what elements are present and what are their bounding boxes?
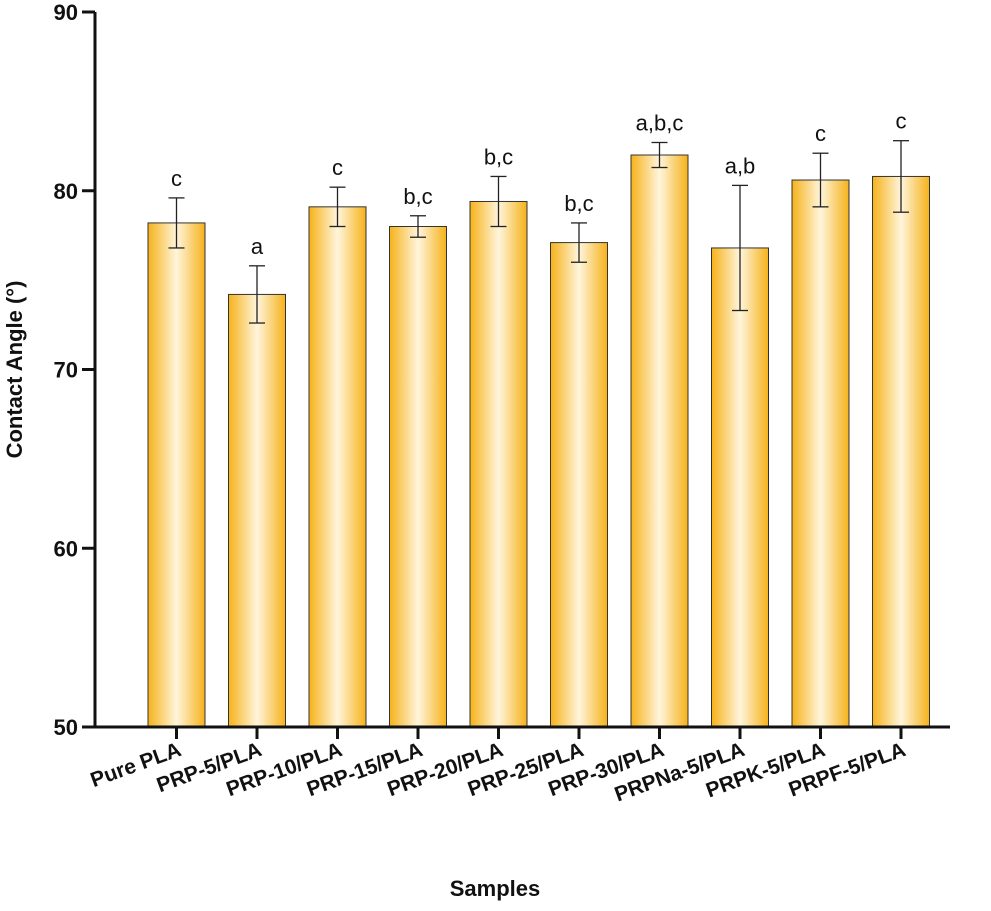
significance-label-2: a	[251, 234, 264, 259]
significance-label-10: c	[896, 109, 907, 134]
y-axis-title: Contact Angle (°)	[2, 281, 27, 459]
significance-label-7: a,b,c	[636, 110, 684, 135]
bar-9	[791, 179, 850, 728]
bar-10	[872, 175, 930, 728]
y-tick-label-90: 90	[54, 0, 78, 25]
significance-labels-layer: c a c b,c b,c b,c a,b,c a,b c c	[171, 109, 907, 259]
significance-label-6: b,c	[564, 191, 593, 216]
bar-5	[469, 200, 528, 728]
bar-3	[308, 206, 367, 728]
y-tick-label-80: 80	[54, 179, 78, 204]
axes-layer	[82, 10, 950, 739]
bar-2	[228, 293, 286, 728]
significance-label-1: c	[171, 166, 182, 191]
significance-label-9: c	[815, 121, 826, 146]
x-axis-title: Samples	[450, 876, 541, 901]
error-bars-layer	[168, 140, 909, 324]
bar-8	[711, 247, 769, 728]
y-tick-label-70: 70	[54, 358, 78, 383]
bar-7	[630, 154, 689, 728]
labels-layer: Pure PLAPRP-5/PLAPRP-10/PLAPRP-15/PLAPRP…	[2, 0, 909, 901]
significance-label-3: c	[332, 155, 343, 180]
significance-label-4: b,c	[403, 184, 432, 209]
y-tick-label-50: 50	[54, 715, 78, 740]
bar-6	[550, 242, 608, 728]
bar-4	[389, 226, 447, 728]
bars-layer	[147, 154, 930, 728]
significance-label-8: a,b	[725, 153, 756, 178]
bar-1	[147, 222, 206, 728]
y-tick-label-60: 60	[54, 536, 78, 561]
significance-label-5: b,c	[484, 144, 513, 169]
